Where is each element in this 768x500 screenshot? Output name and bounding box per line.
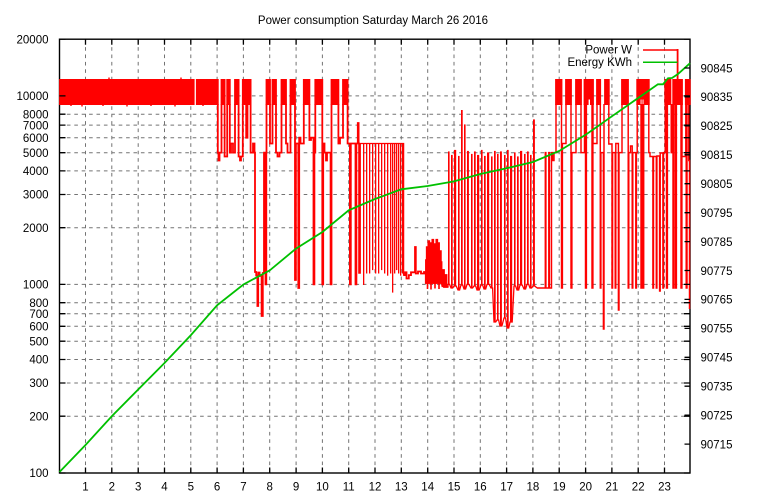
- svg-text:90765: 90765: [701, 295, 733, 307]
- svg-text:12: 12: [369, 482, 382, 494]
- svg-text:90825: 90825: [701, 121, 733, 133]
- svg-text:700: 700: [29, 309, 48, 321]
- svg-text:15: 15: [448, 482, 461, 494]
- svg-text:10000: 10000: [17, 91, 49, 103]
- svg-text:90745: 90745: [701, 353, 733, 365]
- svg-text:90785: 90785: [701, 237, 733, 249]
- svg-text:500: 500: [29, 336, 48, 348]
- svg-text:5: 5: [188, 482, 194, 494]
- svg-text:400: 400: [29, 355, 48, 367]
- svg-text:100: 100: [29, 468, 48, 480]
- svg-text:10: 10: [316, 482, 329, 494]
- svg-text:90845: 90845: [701, 63, 733, 75]
- svg-text:20: 20: [579, 482, 592, 494]
- svg-text:Power W: Power W: [585, 45, 632, 57]
- svg-text:18: 18: [527, 482, 540, 494]
- svg-text:90715: 90715: [701, 439, 733, 451]
- svg-text:90805: 90805: [701, 179, 733, 191]
- svg-text:22: 22: [632, 482, 645, 494]
- svg-text:3000: 3000: [23, 190, 49, 202]
- svg-text:300: 300: [29, 378, 48, 390]
- svg-text:7: 7: [240, 482, 246, 494]
- svg-text:20000: 20000: [17, 34, 49, 46]
- svg-text:90795: 90795: [701, 208, 733, 220]
- svg-text:21: 21: [606, 482, 619, 494]
- svg-text:90835: 90835: [701, 92, 733, 104]
- svg-text:16: 16: [474, 482, 487, 494]
- svg-text:2000: 2000: [23, 223, 49, 235]
- svg-text:4: 4: [161, 482, 168, 494]
- svg-text:Power consumption Saturday Mar: Power consumption Saturday March 26 2016: [258, 15, 488, 27]
- svg-text:90725: 90725: [701, 410, 733, 422]
- svg-text:600: 600: [29, 322, 48, 334]
- svg-text:14: 14: [421, 482, 434, 494]
- svg-text:2: 2: [109, 482, 115, 494]
- svg-text:1: 1: [82, 482, 88, 494]
- svg-text:90735: 90735: [701, 382, 733, 394]
- svg-text:23: 23: [658, 482, 671, 494]
- svg-text:4000: 4000: [23, 166, 49, 178]
- svg-text:13: 13: [395, 482, 408, 494]
- svg-text:8: 8: [266, 482, 272, 494]
- svg-text:800: 800: [29, 298, 48, 310]
- svg-text:1000: 1000: [23, 280, 49, 292]
- svg-text:6000: 6000: [23, 133, 49, 145]
- svg-text:90775: 90775: [701, 266, 733, 278]
- svg-text:3: 3: [135, 482, 141, 494]
- svg-text:6: 6: [214, 482, 220, 494]
- svg-text:90755: 90755: [701, 324, 733, 336]
- svg-text:7000: 7000: [23, 120, 49, 132]
- svg-text:17: 17: [500, 482, 513, 494]
- svg-text:Energy KWh: Energy KWh: [567, 57, 632, 69]
- svg-text:5000: 5000: [23, 148, 49, 160]
- svg-text:19: 19: [553, 482, 566, 494]
- svg-text:9: 9: [293, 482, 299, 494]
- svg-text:90815: 90815: [701, 150, 733, 162]
- svg-text:200: 200: [29, 411, 48, 423]
- svg-text:8000: 8000: [23, 109, 49, 121]
- svg-text:11: 11: [343, 482, 355, 494]
